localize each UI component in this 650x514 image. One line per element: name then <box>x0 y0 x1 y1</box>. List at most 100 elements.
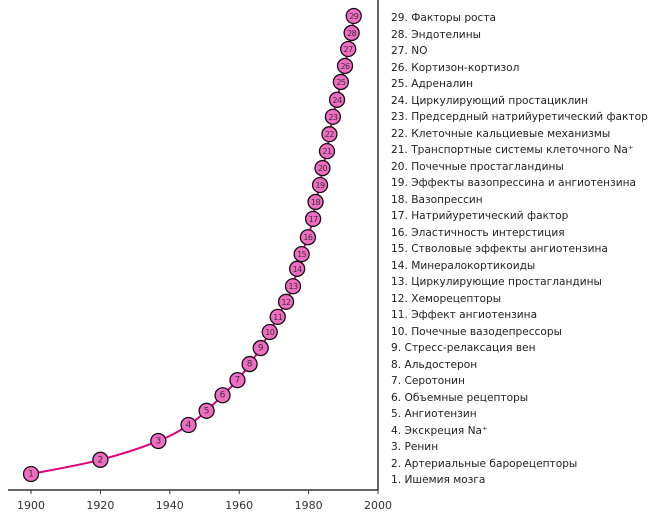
legend-item: 21. Транспортные системы клеточного Na⁺ <box>391 144 634 156</box>
point-label: 3 <box>155 437 161 447</box>
data-point-17: 17 <box>304 210 322 228</box>
data-point-18: 18 <box>307 193 324 211</box>
point-label: 11 <box>273 313 282 322</box>
data-point-20: 20 <box>314 159 331 177</box>
data-point-27: 27 <box>340 40 357 58</box>
legend-item: 14. Минералокортикоиды <box>391 259 536 272</box>
data-point-25: 25 <box>332 73 350 91</box>
data-point-8: 8 <box>241 355 258 373</box>
series-line <box>30 15 355 475</box>
data-point-3: 3 <box>150 432 167 450</box>
point-label: 15 <box>297 250 306 259</box>
legend-item: 22. Клеточные кальциевые механизмы <box>391 127 611 140</box>
point-label: 26 <box>341 62 350 71</box>
data-point-28: 28 <box>343 24 360 42</box>
legend-item: 17. Натрийуретический фактор <box>391 210 569 222</box>
x-tick-label: 1920 <box>86 499 114 512</box>
legend-item: 28. Эндотелины <box>391 28 481 41</box>
point-marker <box>252 339 269 357</box>
point-marker <box>345 7 362 25</box>
data-point-5: 5 <box>198 402 215 419</box>
point-label: 19 <box>316 181 325 190</box>
point-marker <box>288 260 306 277</box>
point-marker <box>318 142 336 160</box>
point-label: 1 <box>28 470 34 480</box>
point-marker <box>343 24 360 42</box>
legend-item: 10. Почечные вазодепрессоры <box>391 325 562 338</box>
point-marker <box>311 176 329 194</box>
data-point-22: 22 <box>321 126 338 143</box>
data-point-12: 12 <box>277 293 295 310</box>
point-label: 8 <box>247 360 253 370</box>
data-point-21: 21 <box>318 142 336 160</box>
point-marker <box>92 451 109 468</box>
point-label: 4 <box>186 420 192 430</box>
legend-item: 8. Альдостерон <box>391 358 478 371</box>
legend-item: 6. Объемные рецепторы <box>391 391 529 404</box>
point-label: 17 <box>309 215 318 224</box>
point-label: 25 <box>336 78 345 87</box>
point-label: 12 <box>282 298 291 307</box>
x-tick-label: 1940 <box>156 499 184 512</box>
point-label: 2 <box>98 455 104 465</box>
point-marker <box>261 323 278 341</box>
data-point-10: 10 <box>261 323 278 341</box>
legend-item: 24. Циркулирующий простациклин <box>391 94 589 107</box>
point-marker <box>22 465 40 483</box>
data-point-9: 9 <box>252 339 269 357</box>
legend-item: 2. Артериальные барорецепторы <box>391 457 578 470</box>
x-tick-label: 1960 <box>225 499 253 512</box>
data-point-11: 11 <box>269 308 286 326</box>
data-point-26: 26 <box>336 57 354 75</box>
data-point-4: 4 <box>180 416 197 434</box>
legend: 29. Факторы роста 28. Эндотелины 27. NO 26.… <box>391 10 648 489</box>
point-marker <box>328 91 346 108</box>
point-marker <box>321 126 338 143</box>
legend-item: 5. Ангиотензин <box>391 408 477 420</box>
legend-item: 27. NO <box>391 45 428 57</box>
data-point-19: 19 <box>311 176 329 194</box>
point-marker <box>340 40 357 58</box>
data-point-2: 2 <box>92 451 109 468</box>
point-label: 16 <box>303 233 312 242</box>
x-tick-label: 1900 <box>17 499 45 512</box>
point-label: 10 <box>265 328 274 337</box>
point-marker <box>307 193 324 211</box>
point-label: 23 <box>328 113 337 122</box>
point-marker <box>214 387 231 404</box>
legend-item: 19. Эффекты вазопрессина и ангиотензина <box>391 177 637 189</box>
legend-item: 1. Ишемия мозга <box>391 474 486 486</box>
point-label: 20 <box>318 164 327 173</box>
data-point-14: 14 <box>288 260 306 277</box>
point-label: 29 <box>349 12 358 21</box>
point-label: 22 <box>325 130 334 139</box>
point-label: 18 <box>311 198 320 207</box>
point-marker <box>304 210 322 228</box>
point-marker <box>241 355 258 373</box>
data-point-7: 7 <box>229 371 246 389</box>
data-point-1: 1 <box>22 465 40 483</box>
legend-item: 25. Адреналин <box>391 78 474 90</box>
point-marker <box>332 73 350 91</box>
point-marker <box>314 159 331 177</box>
point-marker <box>269 308 286 326</box>
data-point-16: 16 <box>299 229 317 246</box>
point-label: 13 <box>288 282 297 291</box>
point-marker <box>150 432 167 450</box>
x-tick-label: 2000 <box>364 499 392 512</box>
point-marker <box>284 278 302 295</box>
legend-item: 20. Почечные простагландины <box>391 160 564 173</box>
legend-item: 15. Стволовые эффекты ангиотензина <box>391 243 608 255</box>
legend-item: 26. Кортизон-кортизол <box>391 61 520 74</box>
legend-item: 13. Циркулирующие простагландины <box>391 276 602 288</box>
point-label: 9 <box>258 344 264 354</box>
legend-item: 7. Серотонин <box>391 375 465 387</box>
legend-item: 18. Вазопрессин <box>391 193 483 206</box>
data-point-15: 15 <box>293 246 310 263</box>
point-marker <box>293 246 310 263</box>
data-point-6: 6 <box>214 387 231 404</box>
point-label: 27 <box>344 45 353 54</box>
point-label: 14 <box>293 265 302 274</box>
legend-item: 9. Стресс-релаксация вен <box>391 342 536 354</box>
